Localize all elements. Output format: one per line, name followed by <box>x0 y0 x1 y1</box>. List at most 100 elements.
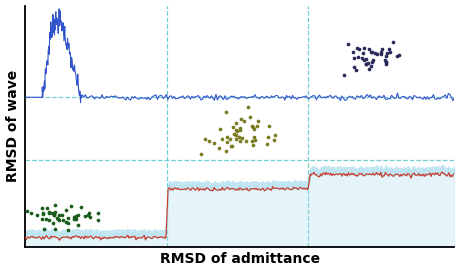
Point <box>253 119 261 123</box>
Point <box>352 46 359 51</box>
Point <box>84 212 91 217</box>
Point <box>381 61 389 66</box>
Point <box>40 212 47 216</box>
Point <box>230 131 237 136</box>
Point <box>50 213 58 217</box>
Point <box>236 128 244 133</box>
Point <box>344 42 351 47</box>
Point <box>376 50 384 54</box>
Point <box>210 141 217 145</box>
Point <box>77 205 84 209</box>
Point <box>82 214 89 219</box>
Point <box>222 110 230 115</box>
Point <box>367 50 375 55</box>
Point <box>71 215 78 219</box>
Point <box>74 223 82 227</box>
Point <box>86 215 94 219</box>
Point <box>48 211 55 216</box>
Point <box>271 133 278 137</box>
Point <box>49 221 56 225</box>
Point <box>70 217 78 222</box>
Point <box>367 60 375 64</box>
Point <box>52 209 59 214</box>
Point <box>373 52 381 57</box>
Point <box>56 218 63 222</box>
Point <box>94 211 101 215</box>
Point <box>381 58 388 62</box>
X-axis label: RMSD of admittance: RMSD of admittance <box>159 252 319 267</box>
Point <box>227 144 235 148</box>
Point <box>64 215 71 220</box>
Point <box>361 62 369 67</box>
Point <box>247 139 255 143</box>
Point <box>249 124 257 129</box>
Point <box>197 152 205 156</box>
Point <box>62 220 70 224</box>
Point <box>51 227 59 231</box>
Point <box>62 208 70 212</box>
Point <box>381 54 388 58</box>
Point <box>377 52 384 56</box>
Point <box>38 216 45 221</box>
Point <box>59 218 67 222</box>
Point <box>54 217 61 221</box>
Point <box>250 135 257 139</box>
Point <box>367 64 374 68</box>
Point <box>232 133 240 137</box>
Point <box>233 129 241 134</box>
Point <box>236 126 243 131</box>
Point <box>265 124 272 128</box>
Point <box>53 216 61 220</box>
Point <box>223 140 230 144</box>
Point <box>263 135 271 140</box>
Point <box>381 60 389 64</box>
Point <box>33 213 40 218</box>
Point <box>218 137 225 141</box>
Point <box>201 137 208 141</box>
Point <box>386 49 393 54</box>
Point <box>73 217 80 222</box>
Point <box>58 213 66 218</box>
Point <box>366 50 374 54</box>
Point <box>354 47 362 51</box>
Point <box>353 55 361 59</box>
Point <box>50 213 57 217</box>
Point <box>237 136 245 141</box>
Point <box>363 61 370 65</box>
Point <box>223 135 230 139</box>
Point <box>42 217 50 221</box>
Point <box>39 206 46 211</box>
Point <box>46 218 53 222</box>
Point <box>227 144 234 149</box>
Point <box>45 210 52 215</box>
Point <box>371 51 378 55</box>
Point <box>246 115 253 120</box>
Point <box>242 139 249 143</box>
Point <box>364 47 372 51</box>
Point <box>27 211 34 215</box>
Point <box>64 221 72 225</box>
Point <box>39 211 46 215</box>
Point <box>389 40 396 44</box>
Point <box>361 62 369 66</box>
Point <box>222 149 230 153</box>
Point <box>349 65 357 70</box>
Point <box>232 128 240 132</box>
Point <box>235 139 243 143</box>
Point <box>359 58 367 62</box>
Point <box>263 142 270 146</box>
Point <box>248 124 256 129</box>
Point <box>232 137 239 141</box>
Point <box>369 58 376 62</box>
Point <box>205 139 212 143</box>
Point <box>340 72 347 77</box>
Point <box>235 135 242 139</box>
Point <box>382 60 389 64</box>
Point <box>362 57 369 61</box>
Point <box>56 213 63 218</box>
Point <box>385 47 392 52</box>
Y-axis label: RMSD of wave: RMSD of wave <box>6 70 20 182</box>
Point <box>85 211 93 215</box>
Point <box>73 214 80 218</box>
Point <box>64 228 72 232</box>
